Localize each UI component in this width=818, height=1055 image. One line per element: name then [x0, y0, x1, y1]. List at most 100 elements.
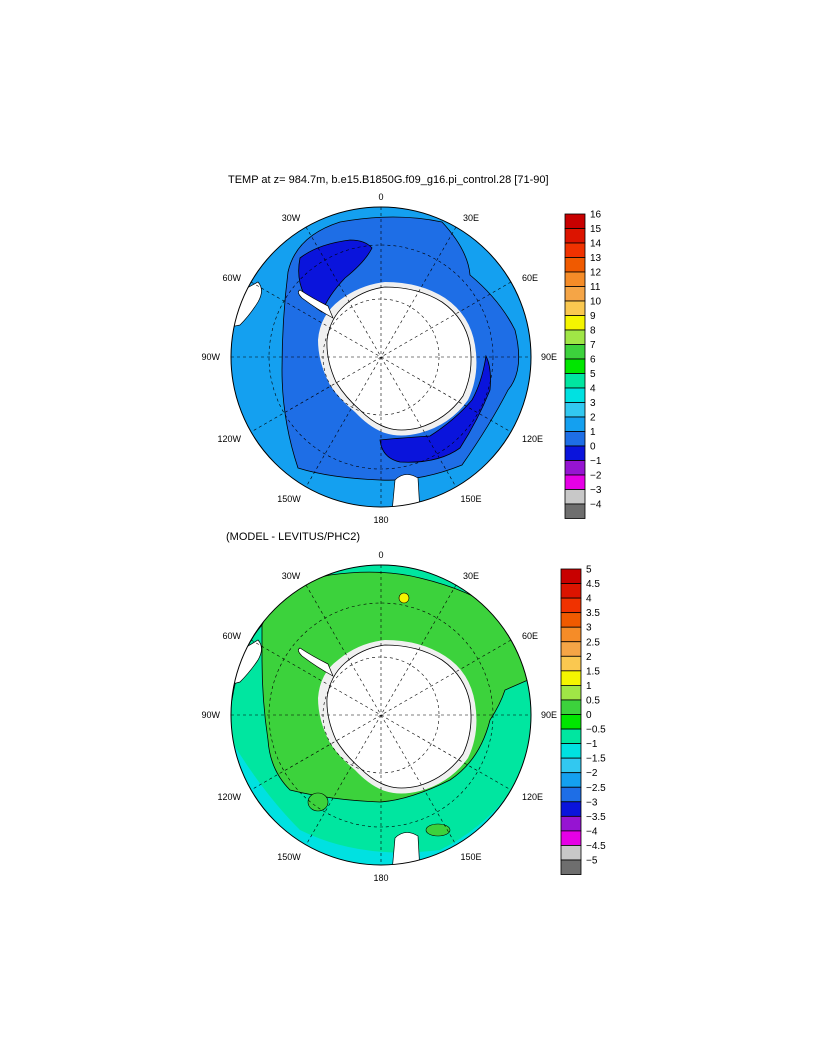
top-lon-label: 30W	[282, 213, 301, 223]
top-colorbar-label: 9	[590, 311, 596, 322]
bottom-map-title: (MODEL - LEVITUS/PHC2)	[226, 531, 361, 543]
bottom-colorbar-label: 2.5	[586, 637, 600, 648]
bottom-colorbar-label: −3	[586, 797, 598, 808]
top-colorbar-swatch	[564, 358, 586, 374]
bottom-nz-land	[391, 832, 421, 865]
bottom-colorbar-label: 3.5	[586, 608, 600, 619]
top-region-ross-gyre	[379, 354, 491, 463]
top-longitude-labels: 0 30E 60E 90E 120E 150E 180 150W 120W 90…	[201, 192, 557, 525]
bottom-colorbar-swatch	[560, 655, 582, 672]
bottom-colorbar-swatch	[560, 743, 582, 759]
top-colorbar-swatch	[564, 402, 586, 418]
top-colorbar-label: −2	[590, 471, 602, 482]
top-colorbar-swatch	[564, 242, 586, 258]
bottom-lon-label: 150W	[277, 852, 301, 862]
top-colorbar-swatch	[564, 286, 586, 302]
top-lon-label: 90E	[541, 352, 557, 362]
top-colorbar-label: 1	[590, 427, 596, 438]
top-colorbar-swatch	[564, 503, 586, 519]
top-colorbar-label: 13	[590, 253, 602, 264]
top-lon-label: 120W	[217, 434, 241, 444]
bottom-colorbar-swatch	[560, 641, 582, 657]
top-colorbar-swatch	[564, 257, 586, 273]
bottom-colorbar-swatch	[560, 597, 582, 614]
bottom-colorbar-label: 2	[586, 652, 592, 663]
top-lon-label: 0	[378, 192, 383, 202]
bottom-lon-label: 150E	[460, 852, 481, 862]
top-antarctica-land	[326, 286, 472, 431]
top-colorbar-swatch	[564, 445, 586, 461]
bottom-peninsula-land	[298, 647, 334, 677]
bottom-colorbar-label: −5	[586, 856, 598, 867]
top-colorbar-swatch	[564, 460, 586, 476]
top-colorbar-label: 0	[590, 442, 596, 453]
bottom-colorbar-swatch	[560, 714, 582, 730]
top-colorbar-label: 16	[590, 210, 602, 221]
bottom-colorbar-swatch	[560, 670, 582, 686]
top-colorbar-swatch	[564, 416, 586, 432]
bottom-lon-label: 120E	[522, 792, 543, 802]
top-map-title: TEMP at z= 984.7m, b.e15.B1850G.f09_g16.…	[228, 174, 549, 186]
bottom-colorbar-label: −3.5	[586, 812, 606, 823]
bottom-colorbar-label: 4.5	[586, 579, 600, 590]
bottom-colorbar-swatch	[560, 859, 582, 875]
bottom-colorbar-label: 0	[586, 710, 592, 721]
bottom-colorbar-label: −0.5	[586, 725, 606, 736]
bottom-colorbar: 5 4.5 4 3.5 3 2.5 2 1.5 1 0.5 0 −0.5 −1 −1.5 −2 −2.5 −3 −…	[560, 565, 606, 875]
bottom-lon-label: 120W	[217, 792, 241, 802]
top-colorbar-swatch	[564, 387, 586, 403]
bottom-colorbar-label: 0.5	[586, 695, 600, 706]
top-lon-label: 150E	[460, 494, 481, 504]
bottom-colorbar-label: 1	[586, 681, 592, 692]
top-graticule	[231, 207, 531, 507]
bottom-map-boundary	[230, 564, 532, 866]
bottom-colorbar-label: −1.5	[586, 754, 606, 765]
top-colorbar-label: 14	[590, 239, 602, 250]
top-colorbar-label: 12	[590, 268, 602, 279]
bottom-lon-label: 30E	[463, 571, 479, 581]
bottom-lon-label: 90E	[541, 710, 557, 720]
bottom-colorbar-swatch	[560, 757, 582, 774]
bottom-region-northern-fringe	[231, 730, 531, 865]
bottom-colorbar-label: −2.5	[586, 783, 606, 794]
bottom-colorbar-label: 4	[586, 594, 592, 605]
top-lon-label: 180	[373, 515, 388, 525]
top-lon-label: 150W	[277, 494, 301, 504]
bottom-colorbar-label: −4.5	[586, 841, 606, 852]
bottom-colorbar-label: 1.5	[586, 666, 600, 677]
bottom-colorbar-swatch	[560, 786, 582, 803]
bottom-colorbar-label: 3	[586, 623, 592, 634]
bottom-graticule	[231, 565, 531, 865]
bottom-green-patch	[425, 823, 451, 837]
top-lon-label: 60W	[222, 273, 241, 283]
bottom-colorbar-label: −2	[586, 768, 598, 779]
bottom-lon-label: 60W	[222, 631, 241, 641]
bottom-antarctica-land	[326, 644, 472, 789]
top-colorbar-swatch	[564, 431, 586, 447]
top-colorbar-swatch	[564, 489, 586, 505]
top-lon-label: 90W	[201, 352, 220, 362]
top-colorbar-label: 5	[590, 369, 596, 380]
top-lon-label: 30E	[463, 213, 479, 223]
bottom-colorbar-swatch	[560, 583, 582, 599]
top-colorbar-swatch	[564, 271, 586, 287]
top-colorbar-label: 3	[590, 398, 596, 409]
bottom-lon-label: 60E	[522, 631, 538, 641]
bottom-colorbar-swatch	[560, 845, 582, 861]
top-colorbar-label: −3	[590, 485, 602, 496]
bottom-colorbar-swatch	[560, 830, 582, 846]
top-colorbar-swatch	[564, 373, 586, 389]
bottom-colorbar-swatch	[560, 815, 582, 832]
top-peninsula-land	[298, 289, 334, 319]
bottom-colorbar-swatch	[560, 801, 582, 817]
bottom-colorbar-swatch	[560, 699, 582, 715]
top-colorbar-label: −4	[590, 500, 602, 511]
top-colorbar-swatch	[564, 344, 586, 360]
top-colorbar-label: 8	[590, 326, 596, 337]
top-colorbar-swatch	[564, 315, 586, 331]
bottom-warm-spot	[398, 592, 410, 604]
top-map-boundary	[230, 206, 532, 508]
bottom-colorbar-label: −1	[586, 739, 598, 750]
